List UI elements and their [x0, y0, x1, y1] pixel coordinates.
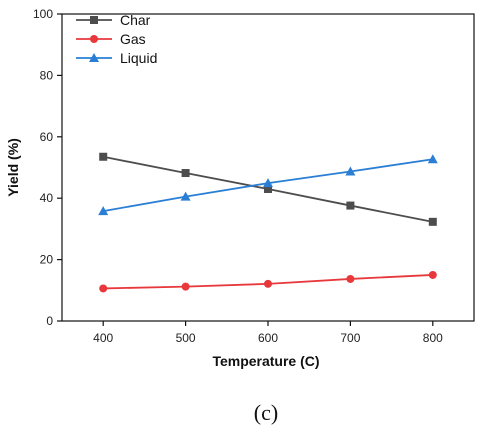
plot-frame: [61, 13, 475, 322]
data-point-char: [264, 184, 272, 193]
series-layer: [98, 152, 438, 293]
data-point-liquid: [427, 154, 438, 164]
axis-ticks: 400 500 600 700 800 0 20 40 60 80 100: [33, 7, 443, 345]
data-point-gas: [181, 282, 190, 291]
x-tick-label: 600: [258, 331, 278, 345]
data-point-liquid: [180, 191, 191, 201]
y-tick-label: 0: [46, 314, 53, 328]
legend-label-gas: Gas: [120, 31, 146, 47]
data-point-char: [181, 169, 190, 178]
x-tick-label: 800: [423, 331, 443, 345]
data-point-liquid: [98, 206, 109, 216]
series-char: [99, 152, 437, 226]
data-point-gas: [99, 284, 108, 293]
y-tick-label: 40: [40, 191, 54, 205]
data-point-char: [346, 201, 355, 210]
y-axis-title: Yield (%): [5, 138, 21, 197]
data-point-liquid: [263, 178, 273, 188]
series-liquid: [98, 154, 438, 216]
legend: Char Gas Liquid: [76, 12, 157, 66]
x-axis-title: Temperature (C): [212, 353, 319, 369]
data-point-char: [99, 152, 108, 161]
y-tick-label: 60: [40, 130, 54, 144]
y-tick-label: 80: [40, 68, 54, 82]
x-tick-label: 500: [176, 331, 196, 345]
x-tick-label: 700: [340, 331, 360, 345]
y-tick-label: 20: [40, 253, 54, 267]
panel-label: (c): [254, 400, 278, 425]
legend-item-char: Char: [76, 12, 151, 28]
data-point-gas: [428, 270, 437, 279]
legend-label-char: Char: [120, 12, 151, 28]
legend-marker-gas: [90, 35, 98, 43]
legend-marker-liquid: [89, 53, 99, 62]
legend-label-liquid: Liquid: [120, 50, 157, 66]
legend-item-gas: Gas: [76, 31, 146, 47]
x-tick-label: 400: [93, 331, 113, 345]
data-point-liquid: [345, 166, 356, 176]
legend-item-liquid: Liquid: [76, 50, 157, 66]
y-tick-label: 100: [33, 7, 53, 21]
legend-marker-char: [90, 16, 98, 24]
data-point-char: [428, 217, 437, 226]
data-point-gas: [264, 279, 272, 288]
data-point-gas: [346, 274, 355, 283]
series-gas: [99, 270, 437, 293]
